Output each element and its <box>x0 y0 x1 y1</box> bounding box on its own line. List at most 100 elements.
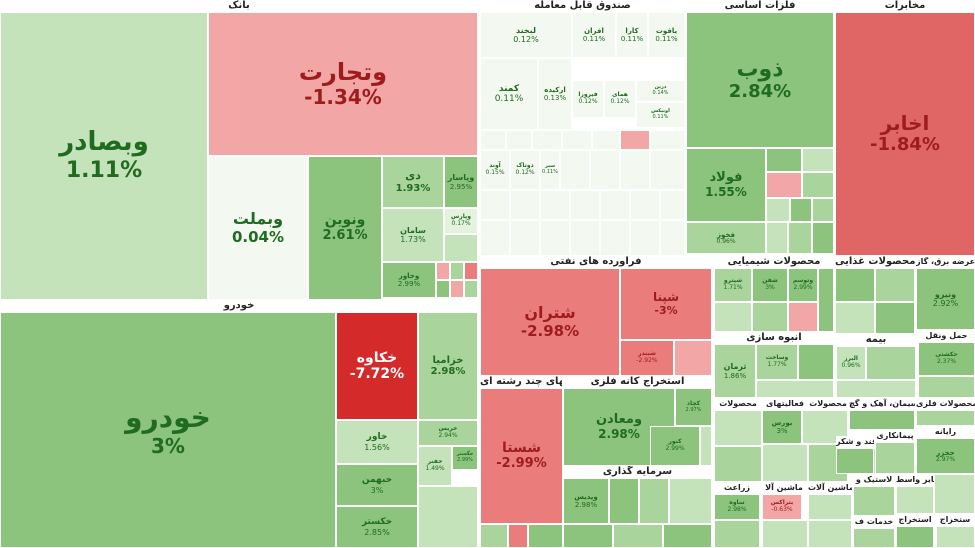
treemap-tile[interactable]: درین 0.14% <box>636 80 685 102</box>
treemap-tile[interactable] <box>812 222 834 254</box>
treemap-tile[interactable] <box>464 262 478 280</box>
treemap-tile[interactable]: خریس 2.94% <box>418 420 478 446</box>
treemap-tile[interactable] <box>418 486 478 548</box>
treemap-tile[interactable] <box>510 190 540 220</box>
treemap-tile[interactable] <box>590 150 620 190</box>
treemap-tile[interactable]: وبملت 0.04% <box>208 156 308 300</box>
treemap-tile[interactable] <box>808 494 852 520</box>
treemap-tile[interactable]: ساوه 2.98% <box>714 494 760 520</box>
treemap-tile[interactable]: کنور 2.99% <box>650 426 700 466</box>
treemap-tile[interactable] <box>450 280 464 298</box>
treemap-tile[interactable] <box>650 130 685 150</box>
treemap-tile[interactable] <box>570 220 600 256</box>
treemap-tile[interactable]: وساخت 1.77% <box>756 344 798 380</box>
treemap-tile[interactable]: ارکیده 0.13% <box>538 58 572 130</box>
treemap-tile[interactable] <box>700 426 712 466</box>
treemap-tile[interactable]: ونوین 2.61% <box>308 156 382 300</box>
treemap-tile[interactable]: شبندر -2.92% <box>620 340 674 376</box>
treemap-tile[interactable] <box>540 220 570 256</box>
treemap-tile[interactable]: خکاوه -7.72% <box>336 312 418 420</box>
treemap-tile[interactable]: شتران -2.98% <box>480 268 620 376</box>
treemap-tile[interactable]: وتجارت -1.34% <box>208 12 478 156</box>
treemap-tile[interactable]: ذوب 2.84% <box>686 12 834 148</box>
treemap-tile[interactable]: خبهمن 3% <box>336 464 418 506</box>
treemap-tile[interactable] <box>766 198 790 222</box>
treemap-tile[interactable] <box>600 220 630 256</box>
treemap-tile[interactable]: اخابر -1.84% <box>835 12 975 256</box>
treemap-tile[interactable] <box>560 150 590 190</box>
treemap-tile[interactable]: خزامیا 2.98% <box>418 312 478 420</box>
treemap-tile[interactable]: کمند 0.11% <box>480 58 538 130</box>
treemap-tile[interactable] <box>808 520 852 548</box>
treemap-tile[interactable] <box>464 280 478 298</box>
treemap-tile[interactable]: خفنر 1.49% <box>418 446 452 486</box>
treemap-tile[interactable]: دی 1.93% <box>382 156 444 208</box>
treemap-tile[interactable] <box>918 376 975 398</box>
treemap-tile[interactable] <box>766 148 802 172</box>
treemap-tile[interactable] <box>762 520 808 548</box>
treemap-tile[interactable] <box>540 190 570 220</box>
treemap-tile[interactable] <box>450 262 464 280</box>
treemap-tile[interactable]: شپترو 1.71% <box>714 268 752 302</box>
treemap-tile[interactable] <box>510 220 540 256</box>
treemap-tile[interactable]: وبصادر 1.11% <box>0 12 208 300</box>
treemap-tile[interactable]: بتراکس -0.63% <box>762 494 802 520</box>
treemap-tile[interactable]: حخزر 2.97% <box>916 438 975 474</box>
treemap-tile[interactable]: فولاد 1.55% <box>686 148 766 222</box>
treemap-tile[interactable] <box>663 524 712 548</box>
treemap-tile[interactable]: سپر 0.11% <box>540 150 560 190</box>
treemap-tile[interactable] <box>436 262 450 280</box>
treemap-tile[interactable] <box>650 150 685 190</box>
treemap-tile[interactable]: کارا 0.11% <box>616 12 648 58</box>
treemap-tile[interactable] <box>936 526 975 548</box>
treemap-tile[interactable] <box>444 234 478 262</box>
treemap-tile[interactable] <box>896 526 934 548</box>
treemap-tile[interactable] <box>802 148 834 172</box>
treemap-tile[interactable]: حکشتی 2.37% <box>918 342 975 376</box>
treemap-tile[interactable] <box>934 474 975 514</box>
treemap-tile[interactable] <box>818 268 834 332</box>
treemap-tile[interactable] <box>896 486 934 514</box>
treemap-tile[interactable]: خگستر 2.99% <box>452 446 478 470</box>
treemap-tile[interactable]: لبخند 0.12% <box>480 12 572 58</box>
treemap-tile[interactable] <box>714 302 752 332</box>
treemap-tile[interactable] <box>714 410 762 446</box>
treemap-tile[interactable] <box>480 190 510 220</box>
treemap-tile[interactable]: همای 0.12% <box>604 80 636 118</box>
treemap-tile[interactable]: وتوسم 2.99% <box>788 268 818 302</box>
treemap-tile[interactable] <box>714 520 760 548</box>
treemap-tile[interactable] <box>835 268 875 302</box>
treemap-tile[interactable] <box>788 302 818 332</box>
treemap-tile[interactable] <box>798 344 834 380</box>
treemap-tile[interactable]: وپاسار 2.95% <box>444 156 478 208</box>
treemap-tile[interactable] <box>812 198 834 222</box>
treemap-tile[interactable]: شپنا -3% <box>620 268 712 340</box>
treemap-tile[interactable] <box>480 524 508 548</box>
treemap-tile[interactable] <box>528 524 563 548</box>
treemap-tile[interactable] <box>866 346 916 380</box>
treemap-tile[interactable] <box>853 486 895 516</box>
treemap-tile[interactable] <box>875 442 915 474</box>
treemap-tile[interactable] <box>875 302 915 334</box>
treemap-tile[interactable]: یاقوت 0.11% <box>648 12 685 58</box>
treemap-tile[interactable] <box>563 524 613 548</box>
treemap-tile[interactable] <box>508 524 528 548</box>
treemap-tile[interactable]: وخاور 2.99% <box>382 262 436 298</box>
treemap-tile[interactable]: شفن 3% <box>752 268 788 302</box>
treemap-tile[interactable] <box>506 130 532 150</box>
treemap-tile[interactable]: آوند 0.15% <box>480 150 510 190</box>
treemap-tile[interactable] <box>756 380 834 398</box>
treemap-tile[interactable] <box>752 302 788 332</box>
treemap-tile[interactable] <box>609 478 639 524</box>
treemap-tile[interactable]: بورس 3% <box>762 410 802 444</box>
treemap-tile[interactable] <box>916 410 975 426</box>
treemap-tile[interactable] <box>630 190 660 220</box>
treemap-tile[interactable]: فخوز 0.96% <box>686 222 766 254</box>
treemap-tile[interactable]: وپارس 0.17% <box>444 208 478 234</box>
treemap-tile[interactable] <box>532 130 562 150</box>
treemap-tile[interactable]: کچاد 2.97% <box>675 388 712 426</box>
treemap-tile[interactable] <box>660 190 685 220</box>
treemap-tile[interactable] <box>853 528 895 548</box>
treemap-tile[interactable] <box>660 220 685 256</box>
treemap-tile[interactable]: خودرو 3% <box>0 312 336 548</box>
